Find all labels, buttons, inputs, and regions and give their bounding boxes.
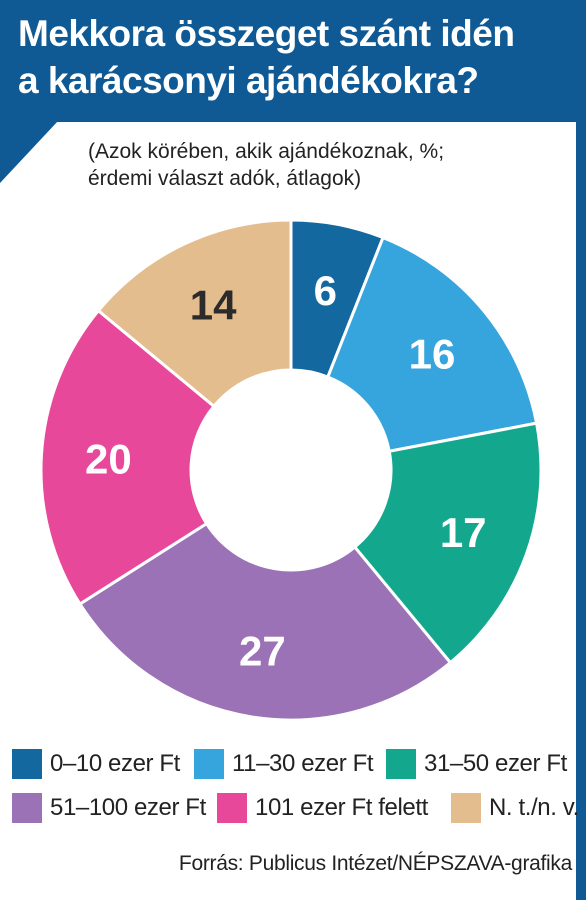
legend-row-2: 51–100 ezer Ft 101 ezer Ft felett N. t./… xyxy=(12,786,582,830)
legend-label: 51–100 ezer Ft xyxy=(50,794,206,821)
title-banner: Mekkora összeget szánt idén a karácsonyi… xyxy=(0,0,586,122)
legend-item-51-100: 51–100 ezer Ft xyxy=(12,793,217,823)
chart-title-line-1: Mekkora összeget szánt idén xyxy=(18,13,515,54)
slice-value-label-2: 17 xyxy=(440,509,487,556)
chart-subtitle-line-1: (Azok körében, akik ajándékoznak, %; xyxy=(88,140,445,163)
donut-slice-4 xyxy=(39,308,217,607)
chart-subtitle: (Azok körében, akik ajándékoznak, %; érd… xyxy=(88,138,568,192)
slice-value-label-1: 16 xyxy=(409,330,456,377)
chart-title-line-2: a karácsonyi ajándékokra? xyxy=(18,60,479,101)
slice-value-label-4: 20 xyxy=(85,436,132,483)
chart-title: Mekkora összeget szánt idén a karácsonyi… xyxy=(18,10,578,104)
banner-tail xyxy=(0,121,58,183)
legend-swatch xyxy=(217,793,247,823)
legend-label: 11–30 ezer Ft xyxy=(232,750,374,777)
slice-value-label-0: 6 xyxy=(314,267,337,314)
legend-label: 31–50 ezer Ft xyxy=(424,750,567,777)
legend-label: 101 ezer Ft felett xyxy=(255,794,428,821)
legend-swatch xyxy=(386,749,416,779)
legend-swatch xyxy=(12,749,42,779)
legend-item-31-50: 31–50 ezer Ft xyxy=(386,749,567,779)
legend-swatch xyxy=(194,749,224,779)
legend-item-11-30: 11–30 ezer Ft xyxy=(194,749,386,779)
legend-item-nt-nv: N. t./n. v. xyxy=(451,793,579,823)
legend-item-101-plus: 101 ezer Ft felett xyxy=(217,793,451,823)
legend-swatch xyxy=(12,793,42,823)
donut-chart: 6 16 17 27 20 14 xyxy=(39,218,543,722)
legend-label: N. t./n. v. xyxy=(489,794,579,821)
slice-value-label-5: 14 xyxy=(190,281,237,328)
legend-swatch xyxy=(451,793,481,823)
legend: 0–10 ezer Ft 11–30 ezer Ft 31–50 ezer Ft… xyxy=(12,742,582,830)
donut-slice-5 xyxy=(96,218,293,409)
donut-slice-1 xyxy=(325,235,539,454)
chart-subtitle-line-2: érdemi választ adók, átlagok) xyxy=(88,167,362,190)
donut-slice-3 xyxy=(77,521,453,722)
legend-item-0-10: 0–10 ezer Ft xyxy=(12,749,194,779)
right-border xyxy=(576,122,586,900)
slice-value-label-3: 27 xyxy=(239,628,286,675)
source-note: Forrás: Publicus Intézet/NÉPSZAVA-grafik… xyxy=(178,852,572,875)
legend-row-1: 0–10 ezer Ft 11–30 ezer Ft 31–50 ezer Ft xyxy=(12,742,582,786)
legend-label: 0–10 ezer Ft xyxy=(50,750,180,777)
